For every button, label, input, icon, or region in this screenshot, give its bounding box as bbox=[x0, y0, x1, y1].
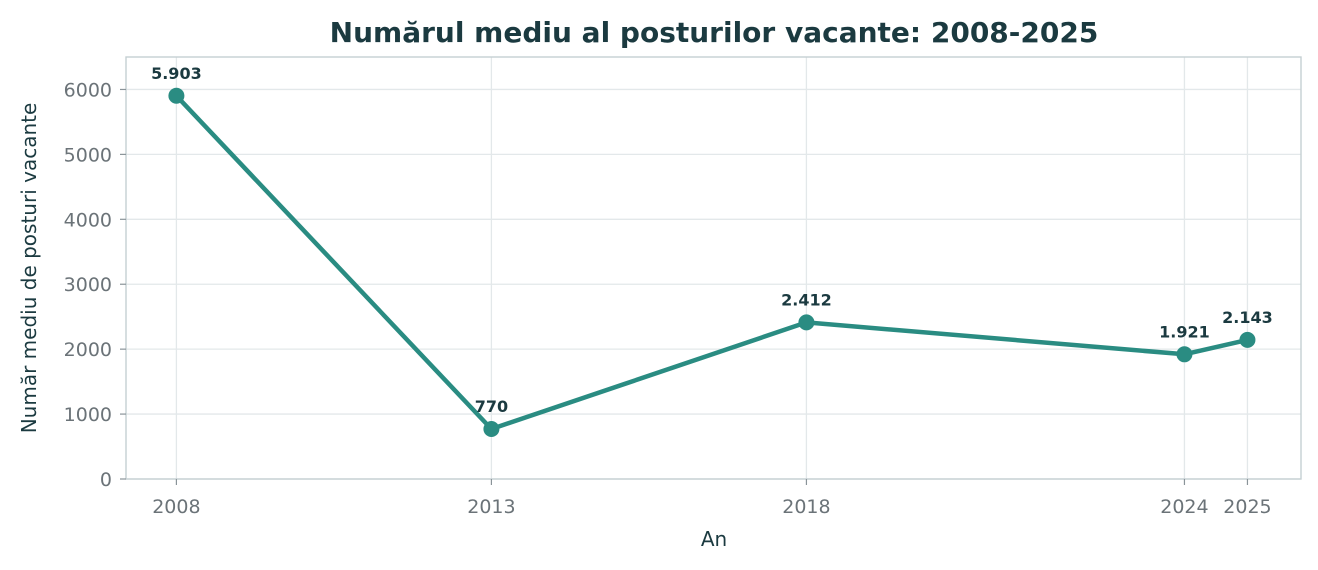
series-layer bbox=[168, 87, 1256, 438]
data-label: 770 bbox=[475, 397, 508, 416]
x-tick-label: 2024 bbox=[1160, 496, 1208, 518]
axis-ticks: 0 1000 2000 3000 4000 5000 6000 2008 2013 2018 202… bbox=[64, 79, 1272, 518]
grid-lines bbox=[126, 57, 1301, 480]
data-point bbox=[1176, 346, 1193, 363]
x-tick-label: 2013 bbox=[467, 496, 515, 518]
y-tick-label: 5000 bbox=[64, 144, 112, 166]
x-tick-label: 2008 bbox=[152, 496, 200, 518]
data-label: 2.412 bbox=[781, 290, 832, 309]
data-point bbox=[798, 314, 815, 331]
y-tick-label: 2000 bbox=[64, 339, 112, 361]
data-point bbox=[483, 421, 500, 438]
y-tick-label: 1000 bbox=[64, 404, 112, 426]
data-label: 5.903 bbox=[151, 64, 202, 83]
plot-frame bbox=[125, 56, 1302, 480]
x-tick-label: 2018 bbox=[782, 496, 830, 518]
y-axis-label: Număr mediu de posturi vacante bbox=[17, 103, 41, 434]
y-tick-label: 6000 bbox=[64, 79, 112, 101]
x-axis-label: An bbox=[701, 527, 727, 551]
data-label: 2.143 bbox=[1222, 308, 1273, 327]
series-line bbox=[174, 93, 1250, 432]
chart-title: Numărul mediu al posturilor vacante: 200… bbox=[330, 16, 1099, 49]
y-tick-label: 3000 bbox=[64, 274, 112, 296]
y-tick-label: 0 bbox=[100, 469, 112, 491]
data-label: 1.921 bbox=[1159, 322, 1210, 341]
data-point bbox=[168, 87, 185, 104]
data-point bbox=[1239, 331, 1256, 348]
data-labels: 5.903 770 2.412 1.921 2.143 bbox=[151, 64, 1273, 416]
x-tick-label: 2025 bbox=[1223, 496, 1271, 518]
y-tick-label: 4000 bbox=[64, 209, 112, 231]
